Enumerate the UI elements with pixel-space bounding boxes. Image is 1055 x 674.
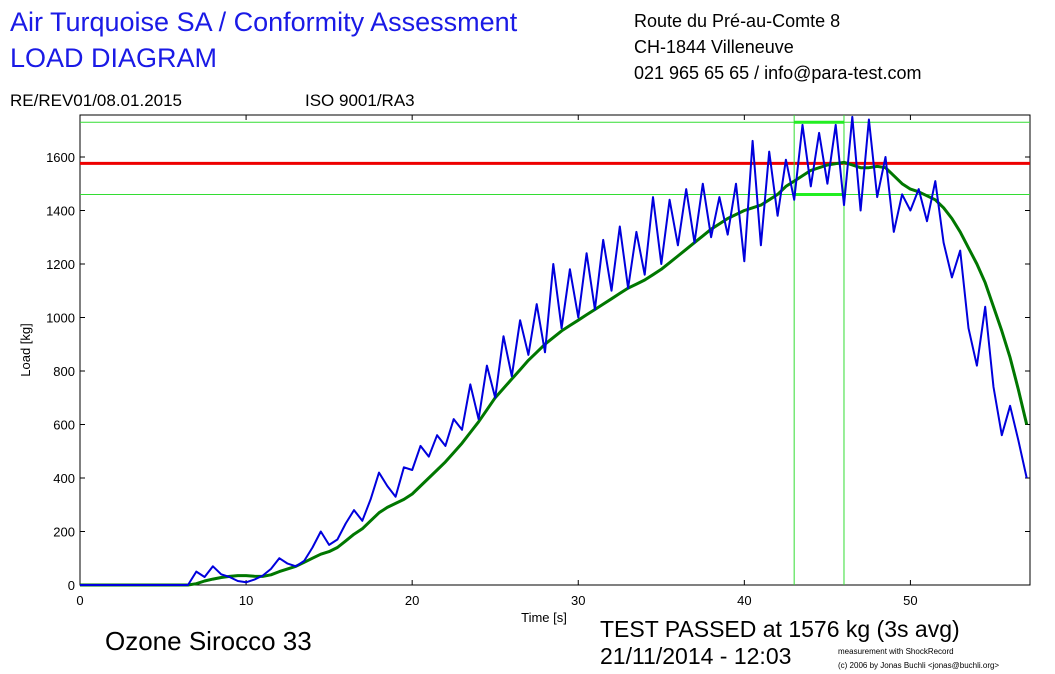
subtitle: LOAD DIAGRAM bbox=[10, 43, 217, 73]
datetime: 21/11/2014 - 12:03 bbox=[600, 643, 791, 669]
series-line bbox=[80, 115, 1028, 586]
series-line bbox=[80, 160, 1029, 587]
y-tick-label: 400 bbox=[53, 471, 75, 486]
x-axis-label: Time [s] bbox=[521, 610, 567, 625]
address-line: 021 965 65 65 / info@para-test.com bbox=[634, 63, 921, 83]
y-tick-label: 0 bbox=[68, 578, 75, 593]
result: TEST PASSED at 1576 kg (3s avg) bbox=[600, 616, 960, 642]
address-line: CH-1844 Villeneuve bbox=[634, 37, 794, 57]
revision: RE/REV01/08.01.2015 bbox=[10, 91, 182, 110]
y-axis-label: Load [kg] bbox=[18, 323, 33, 377]
x-tick-label: 30 bbox=[571, 593, 585, 608]
y-tick-label: 1000 bbox=[46, 310, 75, 325]
credit: (c) 2006 by Jonas Buchli <jonas@buchli.o… bbox=[838, 661, 999, 670]
address-line: Route du Pré-au-Comte 8 bbox=[634, 11, 840, 31]
x-tick-label: 40 bbox=[737, 593, 751, 608]
iso: ISO 9001/RA3 bbox=[305, 91, 415, 110]
credit: measurement with ShockRecord bbox=[838, 647, 954, 656]
y-tick-label: 200 bbox=[53, 524, 75, 539]
y-tick-label: 1600 bbox=[46, 150, 75, 165]
y-tick-label: 1400 bbox=[46, 203, 75, 218]
y-tick-label: 600 bbox=[53, 417, 75, 432]
title: Air Turquoise SA / Conformity Assessment bbox=[10, 7, 518, 37]
x-tick-label: 50 bbox=[903, 593, 917, 608]
model: Ozone Sirocco 33 bbox=[105, 626, 312, 656]
plot-frame bbox=[79, 114, 1031, 586]
x-tick-label: 10 bbox=[239, 593, 253, 608]
y-tick-label: 800 bbox=[53, 364, 75, 379]
y-tick-label: 1200 bbox=[46, 257, 75, 272]
x-tick-label: 0 bbox=[76, 593, 83, 608]
x-tick-label: 20 bbox=[405, 593, 419, 608]
